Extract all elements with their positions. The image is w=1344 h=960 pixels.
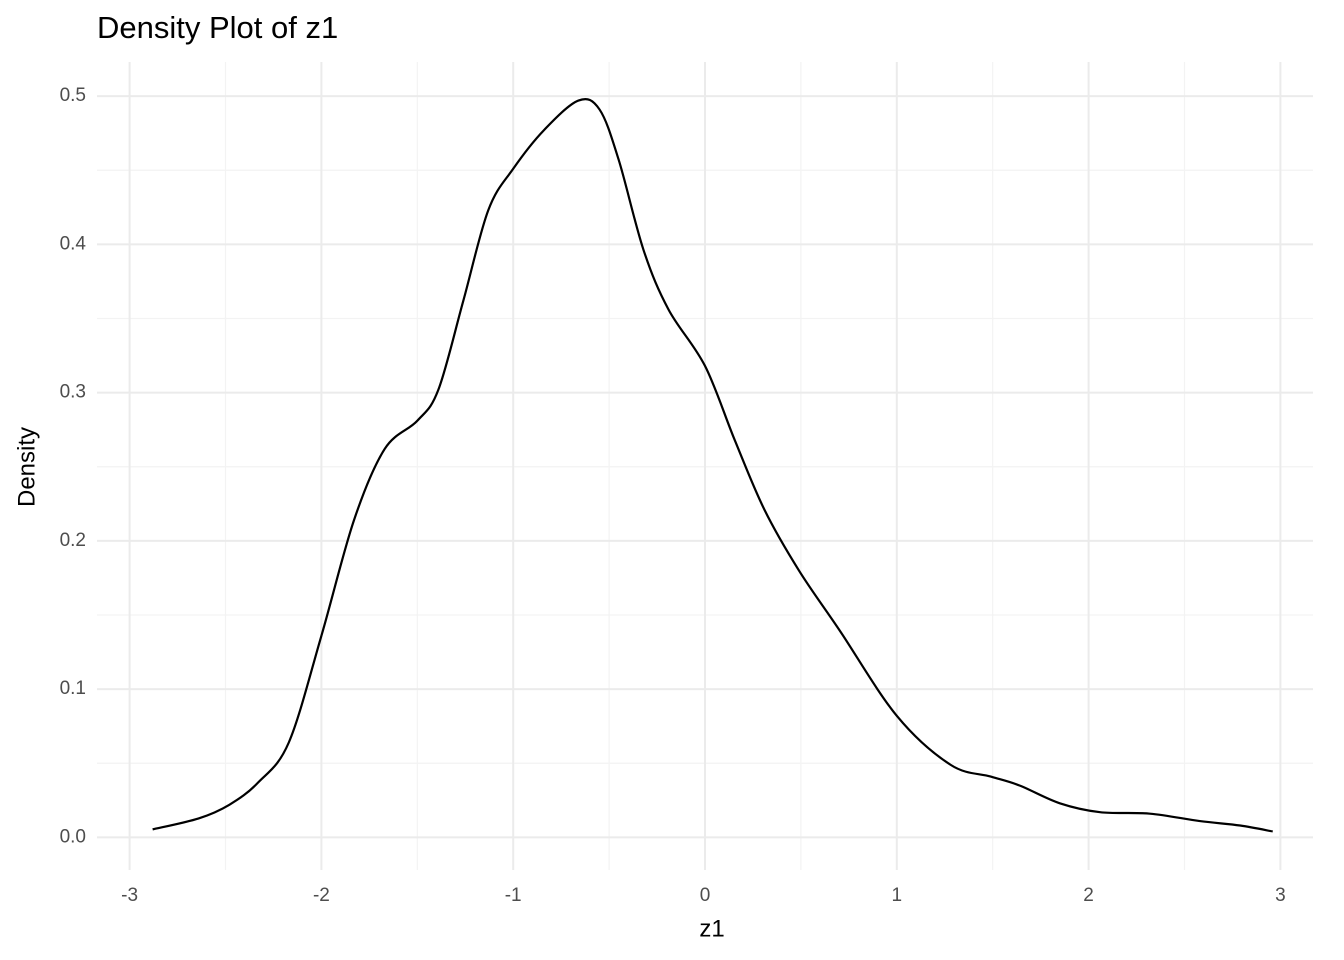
density-line xyxy=(152,97,1273,833)
x-tick-label: 1 xyxy=(892,885,903,906)
x-tick-label: 2 xyxy=(1083,885,1094,906)
y-tick-label: 0.3 xyxy=(60,382,86,403)
x-tick-label: 0 xyxy=(700,885,711,906)
x-axis-title: z1 xyxy=(699,915,724,942)
y-tick-label: 0.5 xyxy=(60,85,86,106)
x-tick-label: -3 xyxy=(121,885,138,906)
grid xyxy=(97,62,1313,870)
y-tick-label: 0.2 xyxy=(60,530,86,551)
x-tick-label: -2 xyxy=(313,885,330,906)
y-tick-label: 0.1 xyxy=(60,678,86,699)
y-tick-label: 0.0 xyxy=(60,826,86,847)
chart-title: Density Plot of z1 xyxy=(97,10,338,45)
plot-area xyxy=(152,97,1273,833)
x-tick-label: 3 xyxy=(1275,885,1286,906)
y-axis-title: Density xyxy=(13,427,40,507)
y-tick-label: 0.4 xyxy=(60,233,87,254)
x-tick-label: -1 xyxy=(505,885,522,906)
